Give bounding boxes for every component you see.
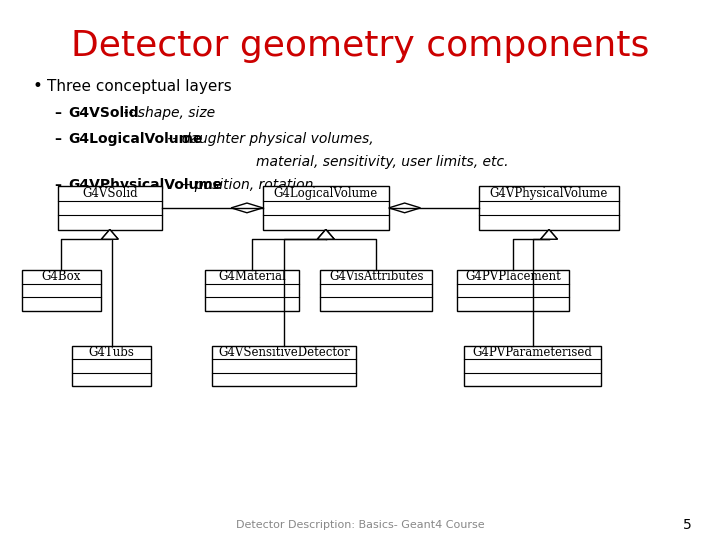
Bar <box>457 270 569 310</box>
Bar <box>58 186 162 230</box>
Polygon shape <box>102 230 118 239</box>
Text: G4Material: G4Material <box>218 270 286 284</box>
Polygon shape <box>318 230 334 239</box>
Polygon shape <box>102 230 118 239</box>
Bar <box>479 186 619 230</box>
Text: -- daughter physical volumes,: -- daughter physical volumes, <box>163 132 374 146</box>
Bar <box>263 186 389 230</box>
Text: G4PVPlacement: G4PVPlacement <box>465 270 561 284</box>
Text: G4LogicalVolume: G4LogicalVolume <box>68 132 203 146</box>
Text: G4VisAttributes: G4VisAttributes <box>329 270 423 284</box>
Polygon shape <box>541 230 557 239</box>
Text: G4VSolid: G4VSolid <box>82 187 138 200</box>
Text: 5: 5 <box>683 518 692 532</box>
Text: G4VSensitiveDetector: G4VSensitiveDetector <box>219 346 350 359</box>
Text: G4PVParameterised: G4PVParameterised <box>473 346 593 359</box>
Bar <box>22 270 101 310</box>
Polygon shape <box>318 230 334 239</box>
Text: –: – <box>54 178 61 192</box>
Polygon shape <box>318 230 334 239</box>
Polygon shape <box>541 230 557 239</box>
Bar <box>464 346 601 386</box>
Text: –: – <box>54 132 61 146</box>
Text: G4VPhysicalVolume: G4VPhysicalVolume <box>68 178 222 192</box>
Text: G4LogicalVolume: G4LogicalVolume <box>274 187 378 200</box>
Text: Three conceptual layers: Three conceptual layers <box>47 79 232 94</box>
Text: -- shape, size: -- shape, size <box>119 106 215 120</box>
Text: G4Box: G4Box <box>42 270 81 284</box>
Text: -- position, rotation: -- position, rotation <box>176 178 313 192</box>
Text: •: • <box>32 77 42 96</box>
Text: material, sensitivity, user limits, etc.: material, sensitivity, user limits, etc. <box>256 155 508 169</box>
Bar <box>72 346 151 386</box>
Bar <box>320 270 432 310</box>
Text: G4VPhysicalVolume: G4VPhysicalVolume <box>490 187 608 200</box>
Text: G4VSolid: G4VSolid <box>68 106 139 120</box>
Text: Detector geometry components: Detector geometry components <box>71 29 649 63</box>
Bar <box>205 270 299 310</box>
Text: –: – <box>54 106 61 120</box>
Text: Detector Description: Basics- Geant4 Course: Detector Description: Basics- Geant4 Cou… <box>235 520 485 530</box>
Text: G4Tubs: G4Tubs <box>89 346 135 359</box>
Bar <box>212 346 356 386</box>
